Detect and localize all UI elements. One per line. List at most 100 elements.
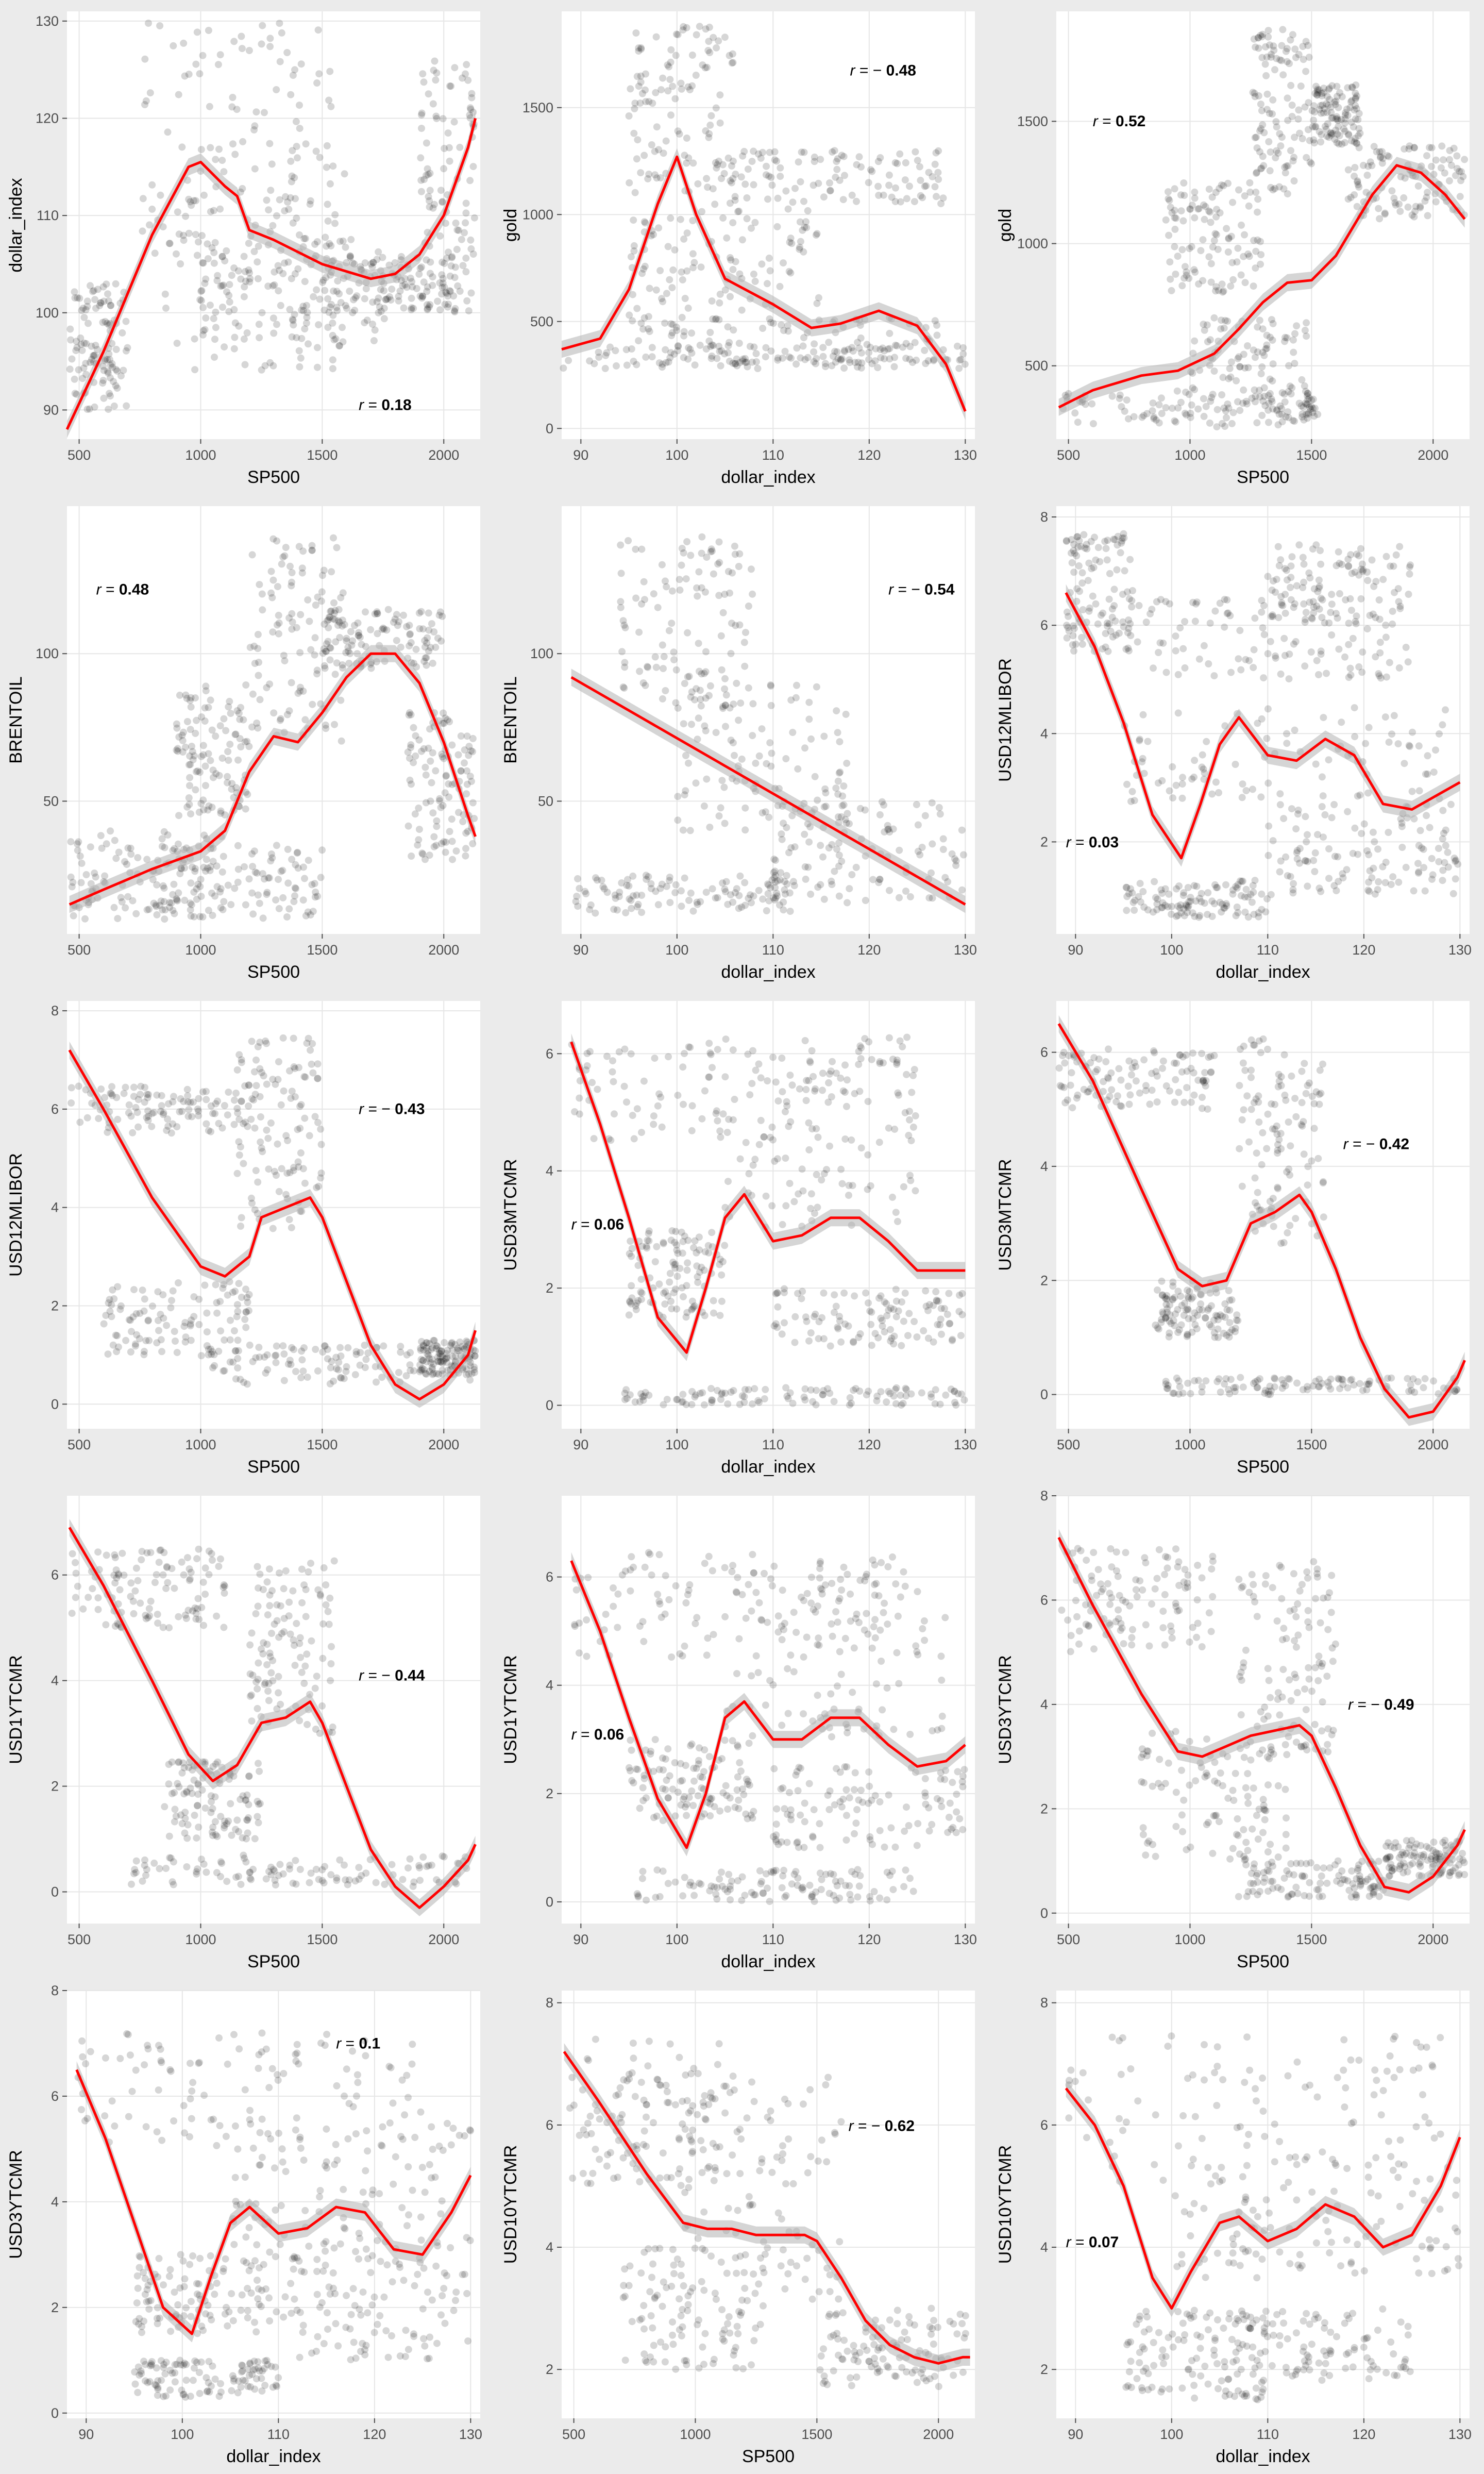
data-point — [1242, 885, 1250, 893]
data-point — [1333, 887, 1340, 895]
data-point — [1351, 704, 1358, 712]
data-point — [1345, 130, 1352, 138]
data-point — [331, 616, 339, 624]
data-point — [133, 1109, 141, 1116]
data-point — [1084, 577, 1092, 584]
data-point — [1210, 314, 1218, 322]
data-point — [1258, 107, 1266, 114]
data-point — [319, 1348, 327, 1356]
data-point — [324, 617, 331, 625]
data-point — [657, 174, 664, 181]
data-point — [805, 715, 813, 723]
data-point — [199, 913, 207, 921]
data-point — [182, 1333, 190, 1341]
data-point — [906, 1108, 913, 1115]
data-point — [1348, 84, 1356, 91]
scatter-chart: 90 100 110 120 130050010001500dollar_indexgo… — [495, 0, 989, 495]
data-point — [706, 1049, 714, 1057]
data-point — [724, 342, 732, 349]
x-tick-label: 120 — [857, 1437, 881, 1452]
data-point — [790, 878, 797, 885]
data-point — [785, 353, 793, 361]
data-point — [741, 804, 749, 812]
data-point — [1189, 909, 1196, 917]
data-point — [289, 618, 296, 626]
data-point — [452, 847, 460, 855]
data-point — [272, 1351, 280, 1359]
data-point — [179, 231, 187, 239]
data-point — [342, 649, 350, 657]
data-point — [1167, 275, 1174, 283]
data-point — [289, 219, 297, 227]
data-point — [642, 353, 650, 361]
data-point — [324, 1346, 331, 1353]
data-point — [129, 1313, 137, 1321]
data-point — [337, 299, 345, 307]
data-point — [416, 1366, 424, 1374]
data-point — [273, 212, 280, 220]
data-point — [1168, 287, 1175, 294]
data-point — [361, 1364, 369, 1372]
data-point — [1234, 355, 1242, 362]
data-point — [311, 893, 319, 901]
data-point — [432, 76, 440, 84]
data-point — [252, 1354, 260, 1362]
data-point — [423, 1339, 430, 1347]
data-point — [652, 286, 660, 294]
data-point — [1152, 894, 1159, 901]
data-point — [863, 1391, 870, 1399]
data-point — [1187, 413, 1194, 421]
data-point — [197, 800, 205, 807]
data-point — [642, 86, 649, 94]
data-point — [1223, 902, 1230, 910]
data-point — [1344, 166, 1352, 174]
data-point — [874, 158, 882, 165]
data-point — [840, 782, 848, 790]
data-point — [133, 1331, 141, 1339]
data-point — [129, 1129, 137, 1136]
data-point — [393, 611, 400, 618]
data-point — [441, 283, 448, 291]
data-point — [284, 1136, 291, 1144]
data-point — [1457, 177, 1464, 185]
data-point — [686, 1044, 694, 1051]
data-point — [212, 308, 220, 316]
data-point — [1313, 603, 1321, 610]
data-point — [799, 226, 806, 234]
data-point — [1223, 596, 1231, 604]
data-point — [1252, 392, 1259, 400]
data-point — [320, 566, 328, 574]
x-tick-label: 500 — [68, 942, 91, 958]
data-point — [213, 1299, 221, 1307]
x-tick-label: 110 — [762, 1437, 784, 1452]
data-point — [195, 1295, 203, 1303]
data-point — [690, 1244, 698, 1251]
data-point — [865, 1299, 872, 1307]
data-point — [1183, 902, 1190, 910]
data-point — [148, 205, 156, 213]
data-point — [1287, 562, 1295, 570]
data-point — [266, 43, 274, 51]
data-point — [1259, 30, 1267, 38]
data-point — [1365, 878, 1373, 886]
data-point — [633, 1105, 641, 1113]
data-point — [261, 875, 268, 883]
data-point — [857, 1144, 865, 1152]
data-point — [1304, 858, 1311, 865]
data-point — [1268, 395, 1275, 403]
data-point — [247, 1194, 255, 1202]
data-point — [853, 197, 860, 205]
data-point — [1182, 389, 1190, 396]
data-point — [652, 888, 660, 895]
data-point — [259, 914, 267, 922]
data-point — [868, 1342, 875, 1349]
data-point — [148, 1110, 156, 1117]
data-point — [1293, 582, 1301, 590]
smooth-line — [68, 1049, 477, 1401]
data-point — [1334, 115, 1341, 123]
data-point — [428, 620, 435, 628]
data-point — [662, 359, 670, 366]
data-point — [279, 1034, 287, 1042]
data-point — [828, 881, 836, 889]
data-point — [1221, 316, 1229, 324]
